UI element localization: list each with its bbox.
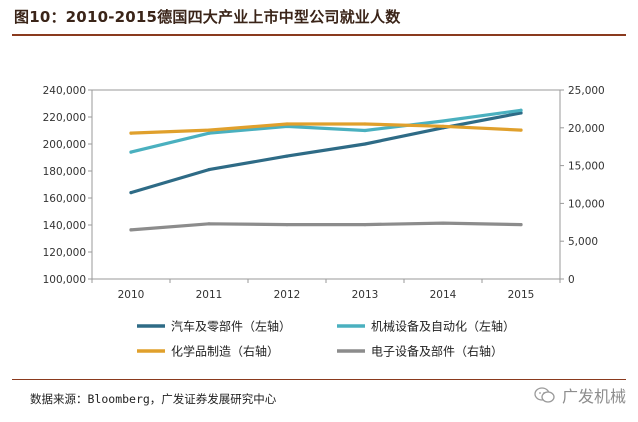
series-3-point	[363, 122, 367, 126]
series-1-point	[519, 111, 523, 115]
series-2-point	[207, 131, 211, 135]
series-3-point	[129, 131, 133, 135]
series-line-1	[129, 111, 523, 195]
title-divider	[12, 34, 626, 36]
left-tick-label: 220,000	[43, 112, 86, 124]
series-4-point	[519, 222, 523, 227]
source-note: 数据来源：Bloomberg，广发证券发展研究中心	[30, 392, 277, 406]
legend-label-1: 汽车及零部件（左轴）	[171, 319, 291, 334]
right-tick-label: 15,000	[568, 161, 605, 173]
line-chart: 100,000 120,000 140,000 160,000 180,000 200,0…	[43, 85, 605, 359]
left-tick-label: 120,000	[43, 247, 86, 259]
left-tick-label: 180,000	[43, 166, 86, 178]
watermark-text: 广发机械	[561, 387, 626, 406]
wechat-icon	[534, 386, 556, 404]
series-1-point	[363, 142, 367, 146]
series-2-point	[441, 119, 445, 123]
series-3-point	[207, 128, 211, 132]
series-line-2	[129, 108, 523, 154]
x-tick-label: 2011	[196, 289, 223, 301]
series-line-3	[129, 122, 523, 135]
right-tick-label: 5,000	[568, 236, 598, 248]
left-tick-label: 100,000	[43, 274, 86, 286]
legend-label-3: 化学品制造（右轴）	[171, 344, 279, 359]
x-tick-label: 2010	[118, 289, 145, 301]
series-2-point	[519, 108, 523, 112]
series-1-point	[285, 154, 289, 158]
series-4-point	[207, 222, 211, 226]
left-tick-label: 200,000	[43, 139, 86, 151]
footer-divider	[12, 379, 626, 380]
right-tick-label: 25,000	[568, 85, 605, 97]
legend-label-4: 电子设备及部件（右轴）	[371, 344, 503, 359]
series-3-point	[285, 122, 289, 126]
right-tick-label: 20,000	[568, 123, 605, 135]
x-tick-label: 2015	[508, 289, 535, 301]
series-4-point	[441, 221, 445, 225]
watermark: 广发机械	[534, 383, 626, 407]
legend-label-2: 机械设备及自动化（左轴）	[371, 319, 515, 334]
series-4-point	[285, 222, 289, 227]
chart-title: 图10：2010-2015德国四大产业上市中型公司就业人数	[14, 8, 401, 26]
series-4-point	[129, 228, 133, 232]
left-tick-label: 160,000	[43, 193, 86, 205]
series-3-point	[519, 128, 523, 132]
series-2-point	[363, 128, 367, 133]
series-1-point	[129, 191, 133, 195]
left-tick-label: 240,000	[43, 85, 86, 97]
x-tick-label: 2014	[430, 289, 457, 301]
series-3-point	[441, 124, 445, 128]
x-tick-label: 2013	[352, 289, 379, 301]
x-tick-label: 2012	[274, 289, 301, 301]
right-tick-label: 0	[568, 274, 575, 286]
left-tick-label: 140,000	[43, 220, 86, 232]
series-4-point	[363, 222, 367, 227]
series-1-point	[207, 168, 211, 172]
right-tick-label: 10,000	[568, 198, 605, 210]
series-line-4	[129, 221, 523, 232]
series-2-point	[129, 150, 133, 154]
